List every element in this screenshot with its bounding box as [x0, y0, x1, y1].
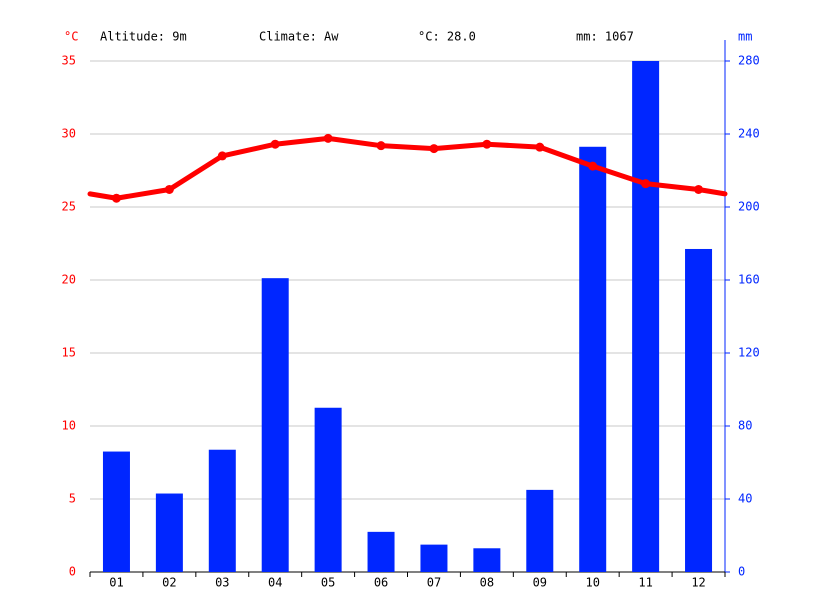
temperature-point — [535, 142, 545, 152]
bar — [579, 146, 607, 572]
temperature-point — [429, 144, 439, 154]
bar — [685, 248, 713, 572]
x-tick-label: 02 — [162, 576, 176, 590]
y2-axis-unit: mm — [738, 30, 752, 44]
y-tick-label: 0 — [69, 565, 76, 579]
x-tick-label: 04 — [268, 576, 282, 590]
y-tick-label: 10 — [62, 419, 76, 433]
y-tick-label: 35 — [62, 54, 76, 68]
temperature-point — [217, 151, 227, 161]
x-tick-label: 06 — [374, 576, 388, 590]
y-tick-label: 15 — [62, 346, 76, 360]
y-tick-label: 30 — [62, 127, 76, 141]
y2-tick-label: 240 — [738, 127, 760, 141]
y2-tick-label: 200 — [738, 200, 760, 214]
temperature-point — [164, 184, 174, 194]
temperature-point — [111, 193, 121, 203]
temperature-point — [694, 184, 704, 194]
temperature-point — [482, 139, 492, 149]
bar — [155, 493, 183, 572]
x-tick-label: 05 — [321, 576, 335, 590]
y-tick-label: 20 — [62, 273, 76, 287]
bar — [473, 548, 501, 572]
temperature-line — [116, 135, 699, 201]
y-tick-label: 25 — [62, 200, 76, 214]
bar — [367, 531, 395, 572]
x-tick-label: 07 — [427, 576, 441, 590]
temperature-point — [588, 161, 598, 171]
bar — [208, 449, 236, 572]
y2-tick-label: 160 — [738, 273, 760, 287]
bar — [314, 407, 342, 572]
temperature-point — [376, 141, 386, 151]
temperature-point — [323, 133, 333, 143]
bar — [526, 489, 554, 572]
mean-temperature: °C: 28.0 — [418, 30, 476, 44]
x-tick-label: 08 — [480, 576, 494, 590]
y2-tick-label: 120 — [738, 346, 760, 360]
y2-tick-label: 80 — [738, 419, 752, 433]
y2-tick-label: 40 — [738, 492, 752, 506]
y-tick-label: 5 — [69, 492, 76, 506]
bar — [102, 451, 130, 572]
y2-tick-label: 0 — [738, 565, 745, 579]
x-tick-label: 01 — [109, 576, 123, 590]
total-precipitation: mm: 1067 — [576, 30, 634, 44]
temperature-point — [641, 179, 651, 189]
altitude: Altitude: 9m — [100, 30, 187, 44]
bar — [420, 544, 448, 572]
x-tick-label: 03 — [215, 576, 229, 590]
bar — [261, 278, 289, 572]
climate: Climate: Aw — [259, 30, 339, 44]
y-axis-unit: °C — [64, 30, 78, 44]
bar — [632, 61, 660, 572]
temperature-point — [270, 139, 280, 149]
x-tick-label: 12 — [691, 576, 705, 590]
y2-tick-label: 280 — [738, 54, 760, 68]
x-tick-label: 09 — [533, 576, 547, 590]
x-tick-label: 10 — [585, 576, 599, 590]
x-tick-label: 11 — [638, 576, 652, 590]
